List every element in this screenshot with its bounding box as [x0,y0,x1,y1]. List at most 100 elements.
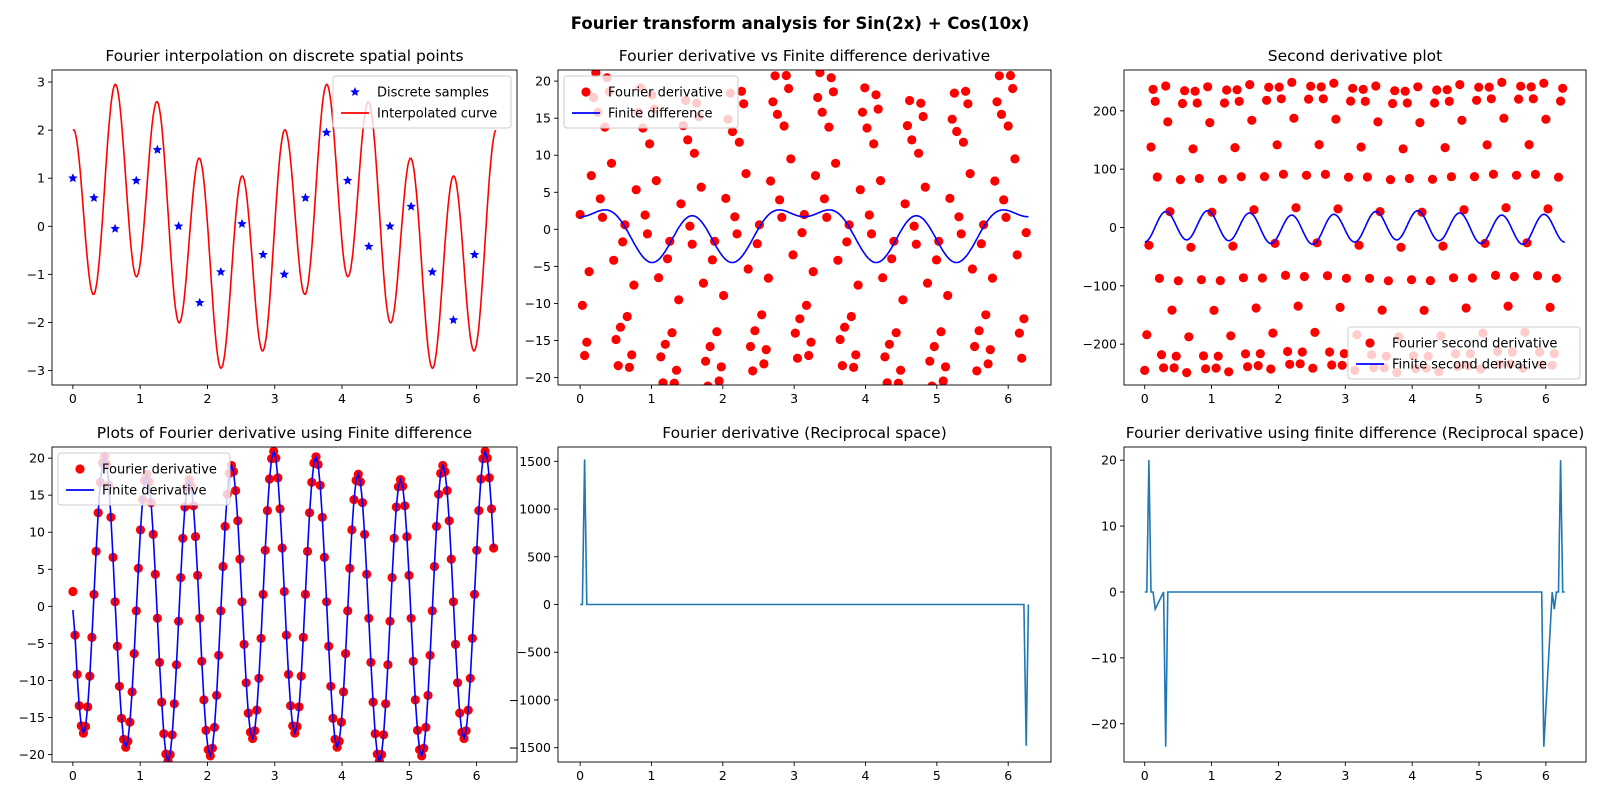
data-point [813,92,823,103]
x-tick-label: 3 [1341,391,1349,406]
data-point [826,73,836,83]
legend: Fourier derivative Finite difference [563,75,739,129]
data-point [994,71,1004,81]
data-point [743,264,753,274]
data-point [777,212,787,222]
data-point [790,328,800,338]
series-line [1144,209,1565,246]
data-point [929,341,939,352]
data-point [730,212,740,222]
data-point [582,337,592,347]
x-tick-label: 0 [69,391,77,406]
data-point-star [216,267,226,276]
y-tick-label: −20 [1091,716,1117,731]
data-point-star [195,297,205,307]
data-point-star [68,173,78,183]
data-point [1297,347,1307,357]
data-point [1385,175,1396,185]
data-point [1331,114,1341,124]
data-point [1308,363,1318,373]
data-point [1398,144,1408,154]
data-point [1383,276,1393,286]
data-point [891,328,901,338]
data-point [757,310,767,320]
plot-area [580,459,1030,746]
data-point [1209,305,1219,315]
data-point [622,311,632,322]
data-point [1356,142,1366,152]
data-point [907,135,917,145]
x-tick-label: 2 [203,768,211,783]
x-tick-label: 2 [719,391,727,406]
data-point [1343,172,1354,182]
data-point [927,381,937,385]
series-line [580,459,1030,746]
data-point [835,334,845,345]
data-point-star [89,192,99,202]
data-point [1459,205,1469,215]
data-point [627,350,637,360]
data-point [1503,301,1513,311]
data-point [806,337,816,347]
data-point [705,341,715,352]
data-point [761,345,771,355]
x-tick-label: 3 [790,391,798,406]
data-point [808,267,818,277]
data-point [748,366,758,376]
data-point [736,86,747,96]
data-point [1257,273,1267,283]
y-tick-label: 20 [535,74,551,89]
data-point [1251,303,1261,313]
data-point [671,365,682,375]
data-point [1304,94,1314,104]
data-point [1486,94,1496,104]
data-point [1509,271,1519,282]
data-point [712,327,722,337]
x-tick-label: 3 [1341,768,1349,783]
data-point [875,176,886,186]
data-point [1455,80,1465,90]
x-tick-label: 4 [338,391,346,406]
data-point [1173,276,1183,286]
data-point-star [321,127,332,137]
data-point [1150,96,1160,106]
data-point [905,95,915,106]
data-point [1201,364,1211,374]
data-point [1245,80,1255,90]
x-tick-label: 0 [576,391,584,406]
data-point [741,169,751,179]
x-tick-label: 1 [136,391,144,406]
data-point [1017,353,1027,363]
chart-title: Second derivative plot [1268,47,1442,65]
data-point [987,273,998,283]
data-point [775,195,785,205]
data-point [580,350,590,361]
data-point [1215,276,1225,286]
x-tick-label: 4 [1408,391,1416,406]
data-point [770,71,780,81]
data-point [992,97,1002,107]
data-point [922,278,933,288]
data-point [857,107,868,117]
y-tick-label: 1000 [519,502,551,517]
data-point [768,97,778,107]
data-point [1236,172,1246,182]
data-point [961,86,971,96]
data-point [914,148,924,158]
legend-label: Finite derivative [102,484,207,499]
data-point [1222,85,1232,95]
data-point [817,107,827,117]
data-point-star [427,267,437,276]
data-point [840,322,850,332]
data-point [1167,305,1177,315]
data-point [1169,363,1179,373]
data-point [1484,82,1494,92]
data-point-star [406,201,416,211]
data-point [1438,241,1448,251]
data-point [1280,270,1291,280]
series-line [580,209,1029,264]
x-tick-label: 3 [271,391,279,406]
data-point [972,366,982,376]
data-point [1283,346,1293,357]
